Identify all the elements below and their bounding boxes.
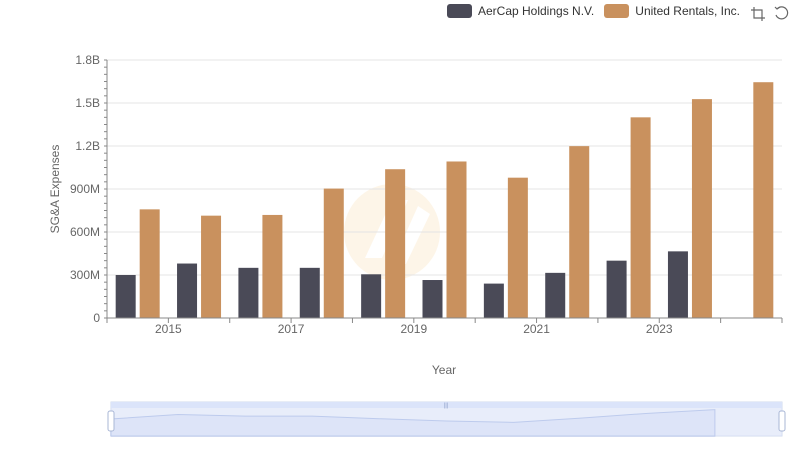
zoom-icon[interactable] bbox=[750, 6, 766, 22]
bar-united-rentals bbox=[446, 161, 467, 318]
bar-united-rentals bbox=[385, 169, 406, 318]
legend-item-aercap[interactable]: AerCap Holdings N.V. bbox=[446, 4, 595, 18]
y-tick-label: 600M bbox=[70, 225, 100, 239]
bar-aercap bbox=[299, 267, 320, 318]
x-tick-label: 2021 bbox=[523, 322, 550, 336]
y-axis-label: SG&A Expenses bbox=[48, 145, 62, 234]
x-tick-label: 2019 bbox=[400, 322, 427, 336]
data-zoom-handle-right[interactable] bbox=[778, 410, 786, 432]
legend-item-united-rentals[interactable]: United Rentals, Inc. bbox=[604, 4, 740, 18]
y-tick-label: 300M bbox=[70, 268, 100, 282]
y-tick-label: 0 bbox=[93, 311, 100, 325]
bar-united-rentals bbox=[753, 82, 774, 318]
bar-united-rentals bbox=[262, 214, 283, 318]
legend-label-aercap: AerCap Holdings N.V. bbox=[477, 4, 595, 18]
bar-aercap bbox=[667, 251, 688, 318]
bars-group bbox=[115, 82, 774, 318]
bar-aercap bbox=[177, 263, 198, 318]
x-tick-label: 2023 bbox=[646, 322, 673, 336]
x-tick-label: 2017 bbox=[278, 322, 305, 336]
bar-aercap bbox=[422, 280, 443, 318]
data-zoom-top-bar[interactable] bbox=[111, 402, 782, 408]
data-zoom-slider[interactable]: ||| bbox=[107, 401, 786, 437]
y-axis-ticks: 0 300M 600M 900M 1.2B 1.5B 1.8B bbox=[70, 53, 108, 325]
bar-united-rentals bbox=[630, 117, 651, 318]
bar-united-rentals bbox=[139, 209, 160, 318]
x-axis: 2015 2017 2019 2021 2023 bbox=[106, 317, 783, 336]
bar-united-rentals bbox=[201, 215, 222, 318]
x-axis-label: Year bbox=[432, 363, 456, 377]
bar-aercap bbox=[238, 267, 259, 318]
bar-united-rentals bbox=[507, 177, 528, 318]
bar-aercap bbox=[545, 272, 566, 318]
bar-aercap bbox=[606, 260, 627, 318]
legend-swatch-aercap bbox=[446, 4, 472, 18]
bar-aercap bbox=[361, 274, 382, 318]
legend-label-united-rentals: United Rentals, Inc. bbox=[635, 4, 740, 18]
y-tick-label: 1.8B bbox=[75, 53, 100, 67]
restore-icon[interactable] bbox=[774, 6, 790, 22]
x-tick-label: 2015 bbox=[155, 322, 182, 336]
bar-aercap bbox=[483, 283, 504, 318]
legend-swatch-united-rentals bbox=[604, 4, 630, 18]
y-tick-label: 1.5B bbox=[75, 96, 100, 110]
y-tick-label: 1.2B bbox=[75, 139, 100, 153]
bar-united-rentals bbox=[691, 99, 712, 318]
data-zoom-grip[interactable]: ||| bbox=[444, 403, 449, 409]
y-tick-label: 900M bbox=[70, 182, 100, 196]
bar-united-rentals bbox=[323, 188, 344, 318]
chart-legend: AerCap Holdings N.V. United Rentals, Inc… bbox=[446, 4, 740, 18]
chart-toolbox bbox=[750, 6, 790, 22]
bar-aercap bbox=[115, 275, 136, 318]
data-zoom-handle-left[interactable] bbox=[107, 410, 115, 432]
bar-united-rentals bbox=[569, 146, 590, 318]
